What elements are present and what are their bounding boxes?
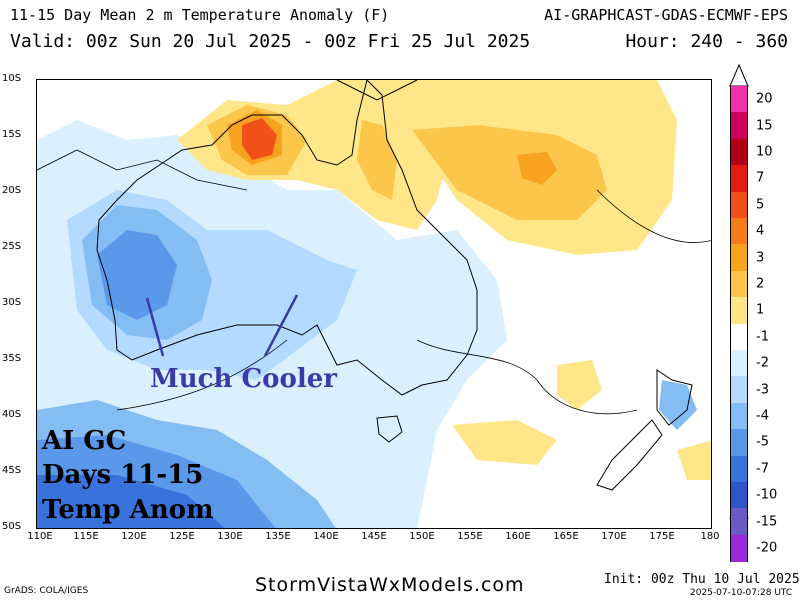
australia-outline <box>96 80 478 396</box>
colorbar-label: -15 <box>756 514 778 530</box>
contour-line <box>596 189 711 243</box>
grads-credit: GrADS: COLA/IGES <box>4 586 89 596</box>
colorbar-swatch <box>730 508 748 536</box>
lat-tick: 40S <box>2 409 22 420</box>
colorbar-label: -1 <box>756 329 769 345</box>
contour-line <box>37 149 248 191</box>
colorbar-swatch <box>730 455 748 483</box>
lon-tick: 135E <box>265 531 291 542</box>
colorbar-label: -2 <box>756 355 769 371</box>
colorbar-label: 1 <box>756 302 765 318</box>
colorbar-label: 3 <box>756 250 765 266</box>
lon-tick: 145E <box>361 531 387 542</box>
annotation-arrow <box>145 297 165 357</box>
colorbar-label: 4 <box>756 223 765 239</box>
cool-anomaly-core <box>97 230 177 320</box>
warm-anomaly-east <box>677 440 711 480</box>
warm-anomaly-coral-sea-2 <box>412 125 607 220</box>
annotation-days: Days 11-15 <box>42 460 204 490</box>
lat-tick: 45S <box>2 465 22 476</box>
lat-tick: 30S <box>2 297 22 308</box>
cool-anomaly-south-deepest <box>37 475 225 528</box>
annotation-much-cooler: Much Cooler <box>150 364 337 394</box>
lat-tick: 35S <box>2 353 22 364</box>
colorbar-swatch <box>730 244 748 272</box>
colorbar-swatch <box>730 270 748 298</box>
init-time: Init: 00z Thu 10 Jul 2025 <box>604 572 800 587</box>
lon-tick: 175E <box>649 531 675 542</box>
contour-line <box>416 339 638 415</box>
lon-tick: 115E <box>73 531 99 542</box>
colorbar-swatch <box>730 429 748 457</box>
lat-tick: 15S <box>2 129 22 140</box>
lat-tick: 50S <box>2 521 22 532</box>
generation-stamp: 2025-07-10-07:28 UTC <box>690 588 793 598</box>
tasmania-outline <box>376 415 403 443</box>
colorbar-swatch <box>730 138 748 166</box>
colorbar-label: 20 <box>756 91 773 107</box>
colorbar-swatch <box>730 297 748 325</box>
lon-tick: 140E <box>313 531 339 542</box>
contour-line <box>116 339 288 411</box>
colorbar-label: -4 <box>756 408 769 424</box>
colorbar-swatch <box>730 191 748 219</box>
map-canvas <box>37 80 711 528</box>
colorbar-label: -20 <box>756 540 778 556</box>
warm-anomaly-north-core <box>242 118 277 160</box>
warm-anomaly-tasman <box>557 360 602 410</box>
colorbar-label: -3 <box>756 382 769 398</box>
lon-tick: 130E <box>217 531 243 542</box>
lon-tick: 170E <box>601 531 627 542</box>
colorbar-swatch <box>730 86 748 113</box>
new-zealand-south-outline <box>596 419 663 491</box>
lon-tick: 150E <box>409 531 435 542</box>
colorbar-label: 5 <box>756 197 765 213</box>
colorbar-swatch <box>730 402 748 430</box>
model-source: AI-GRAPHCAST-GDAS-ECMWF-EPS <box>544 6 788 24</box>
colorbar-label: 15 <box>756 118 773 134</box>
lon-tick: 110E <box>27 531 53 542</box>
map-title: 11-15 Day Mean 2 m Temperature Anomaly (… <box>10 6 390 24</box>
colorbar-swatch <box>730 323 748 351</box>
lon-tick: 165E <box>553 531 579 542</box>
annotation-field: Temp Anom <box>42 495 214 525</box>
new-guinea-outline <box>336 80 418 101</box>
colorbar-label: 10 <box>756 144 773 160</box>
colorbar-swatch <box>730 534 748 562</box>
lon-tick: 155E <box>457 531 483 542</box>
colorbar-swatch <box>730 376 748 404</box>
lat-tick: 25S <box>2 241 22 252</box>
annotation-model: AI GC <box>42 426 127 456</box>
colorbar-swatch <box>730 165 748 193</box>
colorbar-label: 2 <box>756 276 765 292</box>
lon-tick: 120E <box>121 531 147 542</box>
colorbar-swatch <box>730 112 748 140</box>
lat-tick: 20S <box>2 185 22 196</box>
anomaly-map <box>36 79 712 529</box>
site-name: StormVistaWxModels.com <box>255 574 525 596</box>
lat-tick: 10S <box>2 73 22 84</box>
lon-tick: 160E <box>505 531 531 542</box>
colorbar-swatch <box>730 218 748 245</box>
lon-tick: 125E <box>169 531 195 542</box>
annotation-arrow <box>263 294 299 357</box>
colorbar-swatch <box>730 350 748 377</box>
colorbar-label: -7 <box>756 461 769 477</box>
colorbar-swatch <box>730 482 748 509</box>
lon-tick: 180 <box>700 531 720 542</box>
warm-anomaly-coral-core <box>517 152 557 185</box>
colorbar-label: 7 <box>756 170 765 186</box>
warm-anomaly-tasman-2 <box>452 420 557 465</box>
colorbar-label: -5 <box>756 434 769 450</box>
colorbar-label: -10 <box>756 487 778 503</box>
forecast-hours: Hour: 240 - 360 <box>625 31 788 52</box>
cool-anomaly-nz <box>659 380 697 430</box>
valid-period: Valid: 00z Sun 20 Jul 2025 - 00z Fri 25 … <box>10 31 531 52</box>
new-zealand-north-outline <box>656 369 693 426</box>
